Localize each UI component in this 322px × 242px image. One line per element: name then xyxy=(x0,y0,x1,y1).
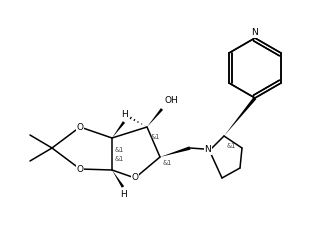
Polygon shape xyxy=(112,170,124,188)
Text: N: N xyxy=(251,28,258,37)
Text: O: O xyxy=(77,165,83,174)
Text: H: H xyxy=(122,110,128,119)
Polygon shape xyxy=(224,97,256,136)
Text: N: N xyxy=(251,28,258,37)
Text: H: H xyxy=(121,190,128,199)
Text: OH: OH xyxy=(165,96,179,105)
Text: &1: &1 xyxy=(163,160,172,166)
Text: &1: &1 xyxy=(151,134,160,140)
Polygon shape xyxy=(112,121,125,138)
Text: O: O xyxy=(77,122,83,131)
Text: &1: &1 xyxy=(115,156,124,162)
Polygon shape xyxy=(160,146,191,157)
Text: N: N xyxy=(204,145,211,154)
Text: &1: &1 xyxy=(115,147,124,153)
Polygon shape xyxy=(147,108,163,127)
Text: O: O xyxy=(131,174,138,182)
Text: &1: &1 xyxy=(227,143,236,149)
